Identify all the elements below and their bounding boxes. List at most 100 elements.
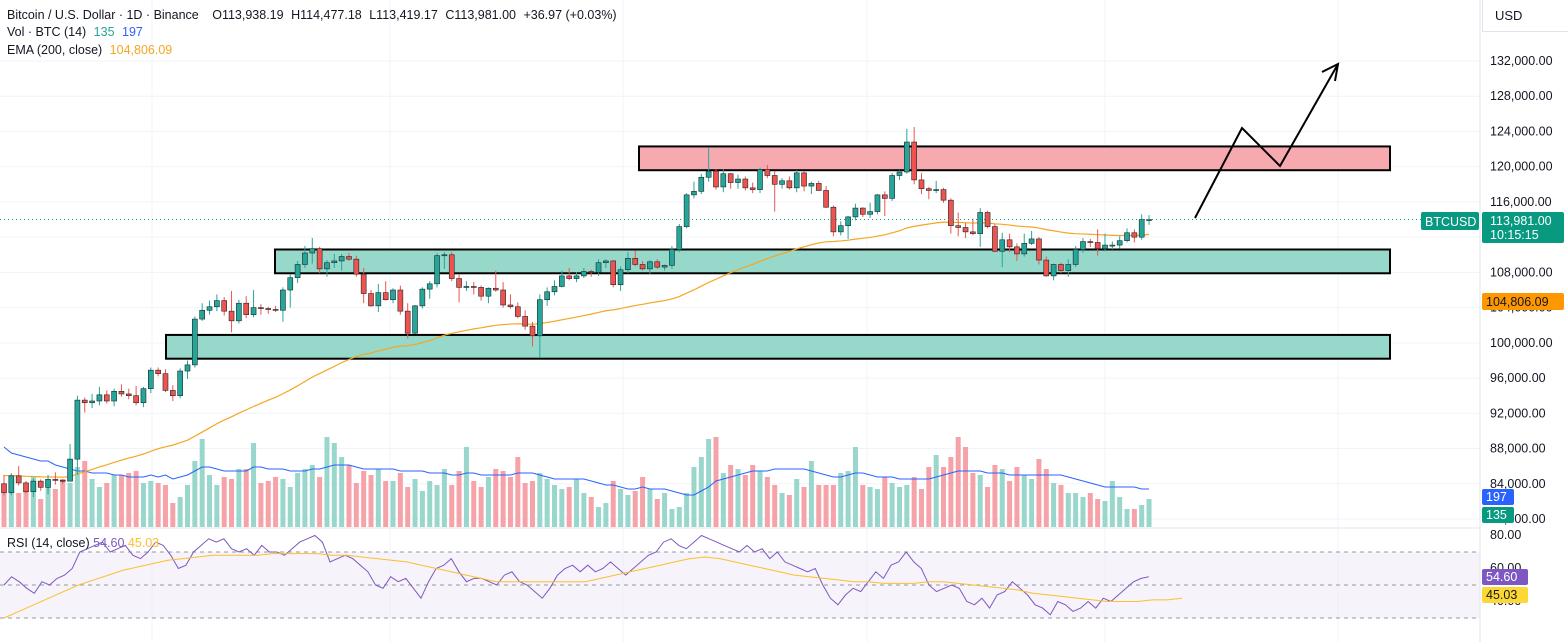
volume-bar (860, 485, 866, 527)
candle-body (537, 299, 543, 337)
candle-body (1050, 264, 1057, 277)
candle-body (779, 180, 785, 185)
candle-body (992, 226, 998, 252)
volume-bar (1007, 481, 1013, 527)
volume-bar (588, 497, 594, 527)
candle-body (177, 370, 183, 397)
candle-body (507, 304, 514, 308)
volume-bar (808, 461, 814, 527)
current-price-label: 113,981.00 (1490, 214, 1552, 228)
candle-body (984, 212, 991, 227)
rsi-header[interactable]: RSI (14, close) 54.60 45.03 (7, 536, 159, 550)
candle-body (426, 283, 433, 290)
volume-bar (926, 467, 932, 527)
candle-body (155, 369, 161, 374)
ema-header[interactable]: EMA (200, close) 104,806.09 (7, 42, 176, 58)
volume-bar (750, 465, 756, 527)
candle-body (368, 293, 374, 307)
candle-body (1138, 219, 1145, 238)
volume-bar (383, 481, 389, 527)
y-tick-label: 84,000.00 (1490, 477, 1546, 491)
volume-bar (214, 485, 220, 527)
volume-bar (618, 489, 624, 527)
volume-bar (16, 493, 22, 527)
volume-bar (258, 483, 264, 527)
volume-bar (757, 471, 763, 527)
candle-body (830, 206, 837, 233)
candle-body (801, 172, 807, 187)
candle-body (45, 479, 51, 488)
candle-body (904, 141, 910, 173)
volume-bar (640, 477, 646, 527)
y-tick-label: 116,000.00 (1490, 195, 1552, 209)
volume-bar (1131, 509, 1137, 527)
volume-bar (309, 465, 315, 527)
candle-body (74, 399, 81, 460)
volume-bar (713, 437, 719, 527)
volume-bar (933, 455, 939, 527)
volume-bar (1029, 479, 1035, 527)
volume-bar (353, 483, 359, 527)
volume-bar (1139, 505, 1145, 527)
ema-label: EMA (200, close) (7, 43, 103, 57)
candle-body (786, 180, 793, 189)
candle-body (470, 286, 477, 288)
close-value: C113,981.00 (445, 8, 516, 22)
symbol-name[interactable]: Bitcoin / U.S. Dollar · 1D · Binance (7, 8, 199, 22)
candle-body (184, 364, 191, 372)
volume-bar (676, 507, 682, 527)
candle-body (764, 169, 771, 176)
y-tick-label: 96,000.00 (1490, 371, 1546, 385)
volume-bar (368, 475, 374, 527)
candle-body (815, 183, 822, 191)
candle-body (338, 256, 345, 262)
candle-body (287, 277, 294, 291)
candle-body (133, 395, 139, 404)
volume-bar (463, 447, 469, 527)
volume-bar (361, 471, 367, 527)
y-tick-label: 88,000.00 (1490, 442, 1546, 456)
candle-body (37, 480, 44, 488)
candle-body (258, 307, 264, 309)
candle-body (1043, 259, 1050, 277)
candle-body (1028, 238, 1035, 244)
y-tick-label: 120,000.00 (1490, 160, 1553, 174)
volume-bar (867, 487, 873, 527)
candle-body (896, 171, 903, 176)
candle-body (742, 178, 749, 189)
symbol-tag-bg (1421, 212, 1479, 230)
volume-bar (985, 487, 991, 527)
volume-bar (706, 439, 712, 527)
y-tick-label: 92,000.00 (1490, 406, 1546, 420)
currency-selector[interactable]: USD (1482, 0, 1568, 32)
rsi-ma-tag-bg (1482, 587, 1528, 603)
volume-bar (662, 493, 668, 527)
volume-bar (273, 477, 279, 527)
candle-body (1021, 243, 1028, 255)
vol-tag-bg (1482, 507, 1514, 523)
volume-bar (566, 487, 572, 527)
volume-header[interactable]: Vol · BTC (14) 135 197 (7, 24, 147, 40)
volume-bar (896, 487, 902, 527)
volume-bar (963, 447, 969, 527)
ema-price-tag: 104,806.09 (1486, 295, 1549, 309)
candle-body (889, 175, 895, 199)
volume-bar (126, 473, 132, 527)
candle-body (236, 302, 242, 322)
volume-bar (199, 439, 205, 527)
low-value: L113,419.17 (369, 8, 438, 22)
candle-body (360, 273, 367, 294)
candle-body (485, 287, 492, 297)
candle-body (463, 286, 470, 288)
candle-body (199, 309, 205, 320)
candle-body (1094, 242, 1101, 249)
volume-bar (30, 477, 36, 527)
volume-ma-line (3, 446, 1150, 496)
candle-body (603, 260, 609, 264)
candle-body (280, 289, 286, 311)
candle-body (970, 231, 976, 234)
candle-body (170, 390, 176, 397)
candle-body (977, 212, 984, 234)
candle-body (353, 258, 360, 275)
